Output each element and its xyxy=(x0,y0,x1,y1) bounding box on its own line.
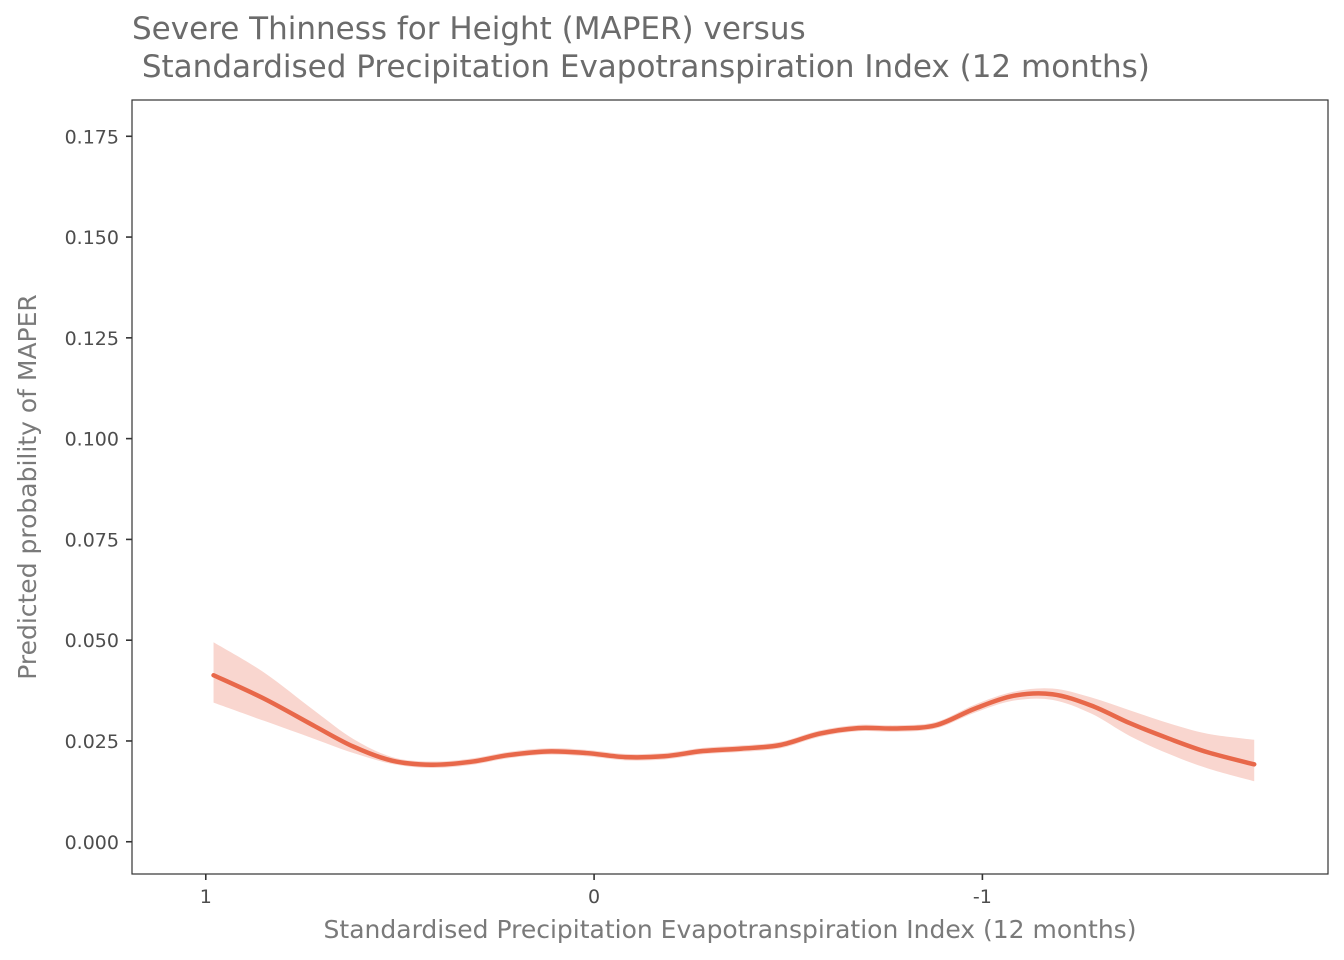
y-tick-label: 0.000 xyxy=(65,832,119,854)
y-tick-label: 0.150 xyxy=(65,227,119,249)
chart-title-line-1: Severe Thinness for Height (MAPER) versu… xyxy=(132,11,806,47)
y-tick-label: 0.125 xyxy=(65,328,119,350)
y-tick-label: 0.050 xyxy=(65,630,119,652)
chart-title: Severe Thinness for Height (MAPER) versu… xyxy=(132,11,1150,85)
y-axis-title: Predicted probability of MAPER xyxy=(13,294,42,680)
series-line-layer xyxy=(211,673,1257,768)
y-tick-label: 0.025 xyxy=(65,731,119,753)
x-axis: 1 0 -1 xyxy=(200,874,992,908)
x-axis-title: Standardised Precipitation Evapotranspir… xyxy=(324,915,1137,944)
x-tick-label: -1 xyxy=(973,886,992,908)
y-tick-label: 0.175 xyxy=(65,126,119,148)
y-tick-label: 0.075 xyxy=(65,529,119,551)
y-axis: 0.000 0.025 0.050 0.075 0.100 0.125 0.150 0.175 xyxy=(65,126,132,854)
series-line xyxy=(211,673,1257,768)
y-tick-label: 0.100 xyxy=(65,429,119,451)
chart-title-line-2: Standardised Precipitation Evapotranspir… xyxy=(132,49,1150,85)
x-tick-label: 1 xyxy=(200,886,212,908)
x-tick-label: 0 xyxy=(588,886,600,908)
plot-panel xyxy=(131,99,1329,875)
